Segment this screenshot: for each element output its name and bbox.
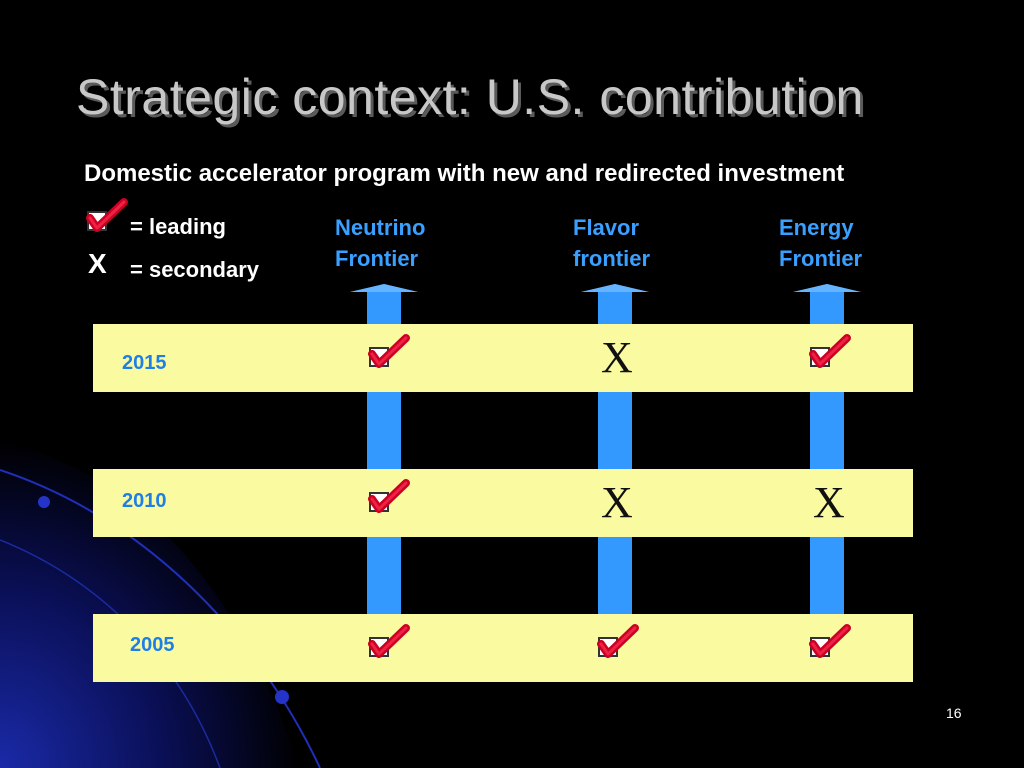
band-2015 (93, 324, 913, 392)
column-label-energy: Energy Frontier (779, 212, 862, 274)
slide-title: Strategic context: U.S. contribution (76, 69, 864, 125)
legend-check-icon (86, 198, 128, 232)
page-number: 16 (946, 705, 962, 721)
check-icon (595, 622, 641, 662)
band-2010 (93, 469, 913, 537)
secondary-x-mark: X (601, 333, 633, 382)
check-icon (807, 332, 853, 372)
legend-secondary-symbol: X (88, 248, 107, 279)
legend-secondary-label: = secondary (130, 257, 260, 282)
year-label-2010: 2010 (122, 490, 167, 512)
column-label-line1: Flavor (573, 215, 640, 240)
column-label-neutrino: Neutrino Frontier (335, 212, 425, 274)
legend-leading-label: = leading (130, 214, 226, 239)
check-icon (366, 622, 412, 662)
column-label-line2: frontier (573, 246, 650, 271)
secondary-x-mark: X (601, 478, 633, 527)
column-label-line1: Neutrino (335, 215, 426, 240)
check-icon (366, 332, 412, 372)
year-label-2015: 2015 (122, 352, 167, 374)
year-label-2005: 2005 (130, 634, 175, 656)
column-label-line2: Frontier (779, 246, 863, 271)
band-2005 (93, 614, 913, 682)
column-label-line1: Energy (779, 215, 854, 240)
secondary-x-mark: X (813, 478, 845, 527)
check-icon (807, 622, 853, 662)
slide-subtitle: Domestic accelerator program with new an… (84, 160, 845, 187)
check-icon (366, 477, 412, 517)
column-label-line2: Frontier (335, 246, 419, 271)
column-label-flavor: Flavor frontier (573, 212, 650, 274)
